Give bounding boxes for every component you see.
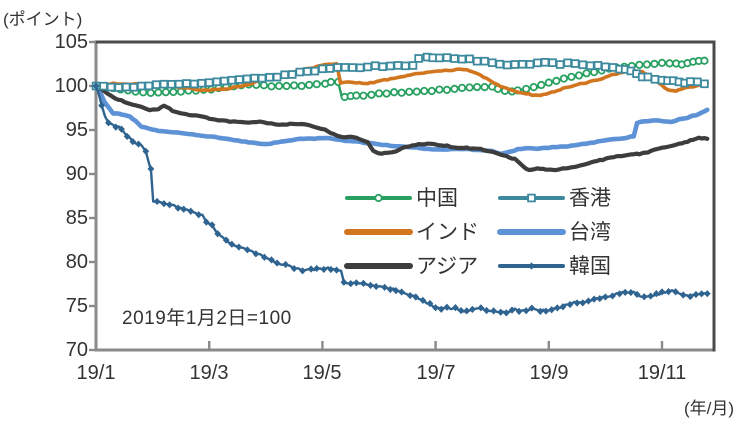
legend-label-korea: 韓国 (569, 255, 611, 278)
x-tick-label: 19/3 (189, 362, 229, 384)
legend-label-hongkong: 香港 (569, 187, 611, 210)
y-tick-label: 75 (65, 295, 88, 317)
y-tick-label: 80 (65, 251, 88, 273)
legend (344, 193, 566, 270)
y-tick-label: 70 (65, 339, 88, 361)
y-tick-label: 100 (54, 75, 88, 97)
x-axis-unit-label: (年/月) (683, 399, 734, 418)
legend-label-china: 中国 (416, 187, 458, 210)
x-tick-label: 19/7 (416, 362, 456, 384)
x-tick-label: 19/9 (529, 362, 569, 384)
series-markers-hongkong (91, 52, 709, 92)
plot-frame (94, 40, 716, 352)
y-tick-label: 105 (54, 31, 88, 53)
y-tick-label: 90 (65, 163, 88, 185)
series-korea (92, 82, 711, 317)
series-line-asia (93, 83, 710, 173)
legend-label-taiwan: 台湾 (569, 221, 611, 244)
base-index-note: 2019年1月2日=100 (122, 308, 292, 329)
y-tick-label: 85 (65, 207, 88, 229)
x-tick-label: 19/11 (637, 362, 687, 384)
legend-label-india: インド (416, 221, 479, 244)
x-tick-label: 19/1 (76, 362, 116, 384)
legend-label-asia: アジア (416, 255, 479, 278)
axis-ticks (89, 40, 664, 352)
series-hongkong (91, 52, 709, 92)
x-tick-label: 19/5 (302, 362, 342, 384)
y-axis-unit-label: (ポイント) (3, 10, 83, 29)
series-asia (93, 83, 710, 173)
y-tick-label: 95 (65, 119, 88, 141)
series-markers-korea (92, 82, 711, 317)
